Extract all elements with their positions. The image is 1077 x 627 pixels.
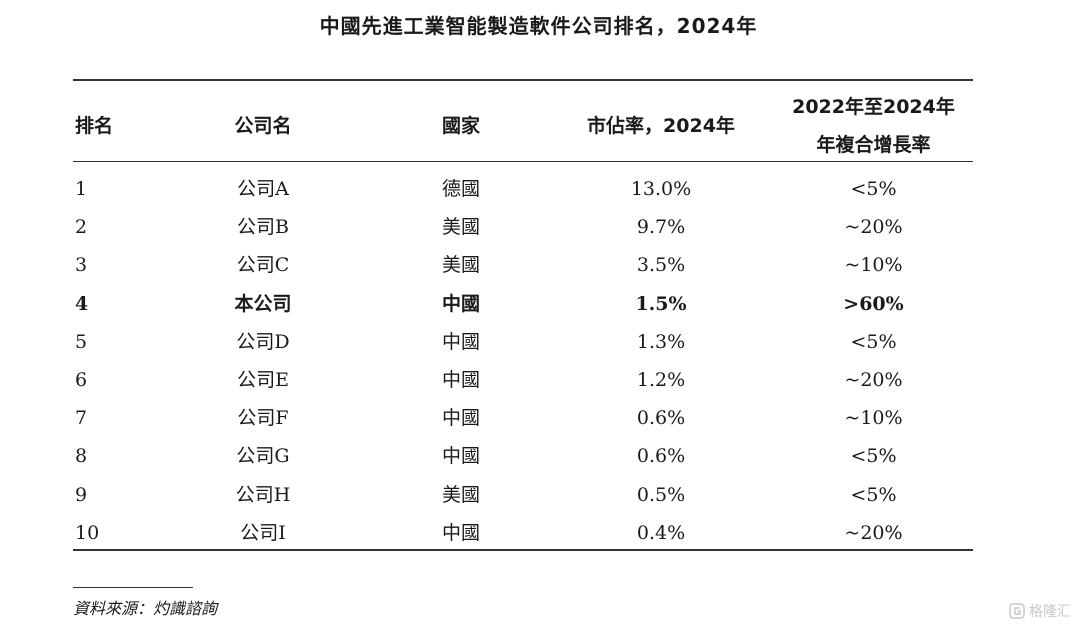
source-note: 資料來源：灼識諮詢 xyxy=(73,599,218,618)
rank-cell: 9 xyxy=(75,483,88,506)
rank-cell: 10 xyxy=(75,521,100,544)
header-divider xyxy=(73,161,973,162)
company-cell: 公司F xyxy=(237,407,289,430)
cagr-cell: <5% xyxy=(850,178,897,200)
market-share-cell: 1.3% xyxy=(636,330,686,353)
rank-cell: 6 xyxy=(75,369,88,391)
table-row: 6 公司E 中國 1.2% ~20% xyxy=(73,361,973,399)
cagr-cell: ~20% xyxy=(844,521,903,544)
market-share-cell: 13.0% xyxy=(630,178,692,200)
cagr-cell: ~10% xyxy=(844,254,903,277)
table-row: 10 公司I 中國 0.4% ~20% xyxy=(73,514,973,552)
table-row: 9 公司H 美國 0.5% <5% xyxy=(73,476,973,514)
company-cell: 公司E xyxy=(237,369,289,391)
header-company: 公司名 xyxy=(234,115,292,137)
country-cell: 中國 xyxy=(441,407,480,430)
rank-cell: 1 xyxy=(75,178,88,200)
table-row: 2 公司B 美國 9.7% ~20% xyxy=(73,208,973,246)
cagr-cell: ~20% xyxy=(844,216,903,239)
cagr-cell: <5% xyxy=(850,483,897,506)
table-row: 8 公司G 中國 0.6% <5% xyxy=(73,437,973,475)
country-cell: 中國 xyxy=(441,521,480,544)
footnote-rule xyxy=(73,587,193,588)
company-cell: 本公司 xyxy=(234,292,292,315)
market-share-cell: 9.7% xyxy=(636,216,686,239)
header-cagr-line1: 2022年至2024年 xyxy=(792,96,955,118)
company-cell: 公司A xyxy=(237,178,289,200)
cagr-cell: <5% xyxy=(850,445,897,468)
header-cagr-line2: 年複合增長率 xyxy=(816,134,931,156)
country-cell: 美國 xyxy=(441,216,480,239)
header-rank: 排名 xyxy=(75,115,114,137)
market-share-cell: 0.6% xyxy=(636,407,686,430)
page-title: 中國先進工業智能製造軟件公司排名，2024年 xyxy=(319,14,758,38)
market-share-cell: 0.4% xyxy=(636,521,686,544)
watermark: 格隆汇 xyxy=(1009,601,1071,621)
table-top-rule xyxy=(73,79,973,81)
country-cell: 美國 xyxy=(441,483,480,506)
market-share-cell: 3.5% xyxy=(636,254,686,277)
company-cell: 公司I xyxy=(240,521,286,544)
table-bottom-rule xyxy=(73,549,973,551)
table-row: 1 公司A 德國 13.0% <5% xyxy=(73,170,973,208)
gelonghui-logo-icon xyxy=(1009,603,1025,619)
watermark-text: 格隆汇 xyxy=(1029,604,1071,620)
cagr-cell: >60% xyxy=(843,292,904,315)
rank-cell: 2 xyxy=(75,216,88,239)
country-cell: 中國 xyxy=(441,369,480,391)
table-row-highlighted: 4 本公司 中國 1.5% >60% xyxy=(73,285,973,323)
market-share-cell: 0.6% xyxy=(636,445,686,468)
market-share-cell: 0.5% xyxy=(636,483,686,506)
rank-cell: 7 xyxy=(75,407,88,430)
market-share-cell: 1.5% xyxy=(635,292,687,315)
rank-cell: 4 xyxy=(75,292,89,315)
cagr-cell: ~10% xyxy=(844,407,903,430)
country-cell: 中國 xyxy=(441,445,480,468)
table-row: 5 公司D 中國 1.3% <5% xyxy=(73,323,973,361)
header-market-share: 市佔率，2024年 xyxy=(587,115,735,137)
market-share-cell: 1.2% xyxy=(636,369,686,391)
company-cell: 公司G xyxy=(236,445,290,468)
cagr-cell: ~20% xyxy=(844,369,903,391)
header-country: 國家 xyxy=(441,115,480,137)
country-cell: 中國 xyxy=(441,330,480,353)
rank-cell: 3 xyxy=(75,254,88,277)
country-cell: 美國 xyxy=(441,254,480,277)
company-cell: 公司D xyxy=(236,330,290,353)
company-cell: 公司H xyxy=(235,483,291,506)
table-row: 3 公司C 美國 3.5% ~10% xyxy=(73,246,973,284)
company-cell: 公司C xyxy=(236,254,290,277)
country-cell: 中國 xyxy=(441,292,480,315)
company-cell: 公司B xyxy=(237,216,289,239)
rank-cell: 8 xyxy=(75,445,88,468)
table-row: 7 公司F 中國 0.6% ~10% xyxy=(73,399,973,437)
cagr-cell: <5% xyxy=(850,330,897,353)
country-cell: 德國 xyxy=(441,178,480,200)
rank-cell: 5 xyxy=(75,330,88,353)
